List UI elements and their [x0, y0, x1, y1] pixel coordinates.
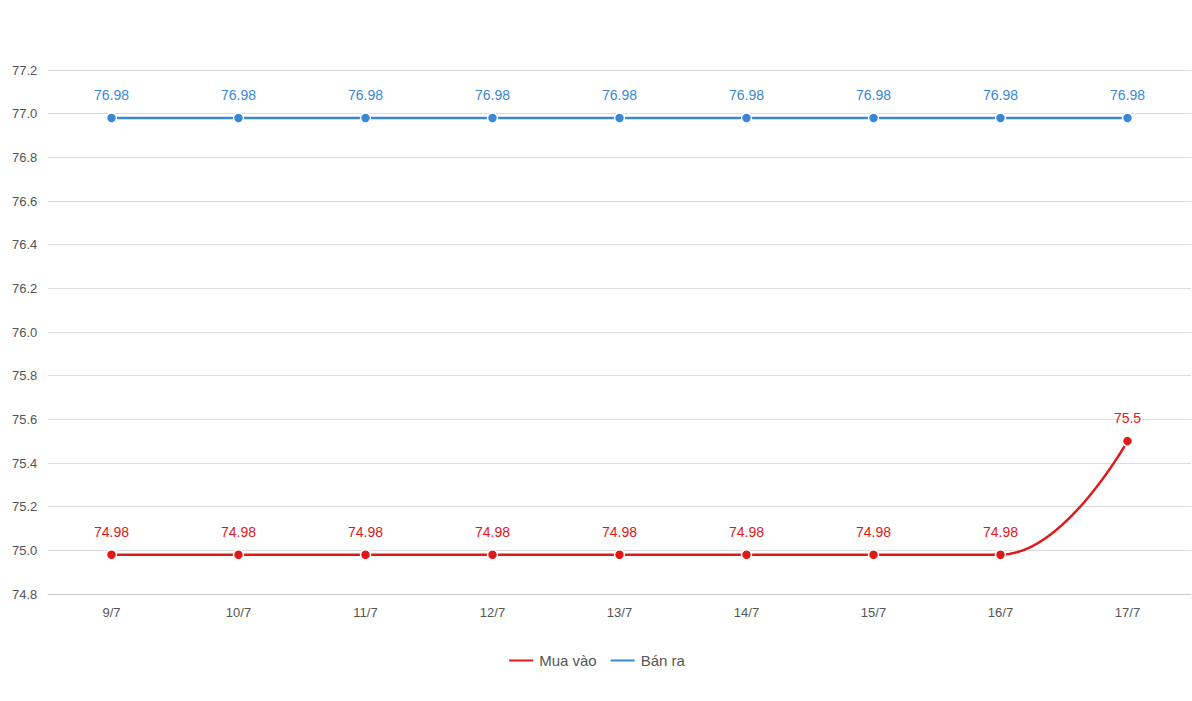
svg-text:Mua vào: Mua vào — [539, 652, 597, 669]
svg-text:74.98: 74.98 — [221, 524, 256, 540]
svg-text:75.6: 75.6 — [12, 412, 37, 427]
svg-text:16/7: 16/7 — [988, 605, 1013, 620]
svg-text:76.98: 76.98 — [1110, 87, 1145, 103]
svg-text:76.8: 76.8 — [12, 150, 37, 165]
svg-text:74.98: 74.98 — [856, 524, 891, 540]
svg-text:75.5: 75.5 — [1114, 410, 1141, 426]
svg-text:74.98: 74.98 — [729, 524, 764, 540]
svg-text:74.98: 74.98 — [348, 524, 383, 540]
svg-text:76.98: 76.98 — [475, 87, 510, 103]
svg-text:74.98: 74.98 — [475, 524, 510, 540]
svg-text:74.98: 74.98 — [983, 524, 1018, 540]
svg-text:76.98: 76.98 — [856, 87, 891, 103]
svg-text:75.4: 75.4 — [12, 456, 37, 471]
svg-text:76.4: 76.4 — [12, 237, 37, 252]
svg-text:77.0: 77.0 — [12, 106, 37, 121]
svg-text:74.8: 74.8 — [12, 587, 37, 602]
svg-text:76.6: 76.6 — [12, 194, 37, 209]
svg-text:76.98: 76.98 — [94, 87, 129, 103]
svg-text:75.2: 75.2 — [12, 499, 37, 514]
svg-text:75.0: 75.0 — [12, 543, 37, 558]
svg-text:12/7: 12/7 — [480, 605, 505, 620]
svg-text:74.98: 74.98 — [94, 524, 129, 540]
svg-text:14/7: 14/7 — [734, 605, 759, 620]
svg-text:77.2: 77.2 — [12, 63, 37, 78]
svg-text:10/7: 10/7 — [226, 605, 251, 620]
svg-text:74.98: 74.98 — [602, 524, 637, 540]
svg-text:15/7: 15/7 — [861, 605, 886, 620]
svg-text:76.98: 76.98 — [602, 87, 637, 103]
svg-text:76.98: 76.98 — [348, 87, 383, 103]
svg-text:11/7: 11/7 — [353, 605, 377, 620]
svg-text:76.98: 76.98 — [221, 87, 256, 103]
svg-text:76.98: 76.98 — [729, 87, 764, 103]
svg-text:13/7: 13/7 — [607, 605, 632, 620]
svg-text:76.0: 76.0 — [12, 325, 37, 340]
svg-text:75.8: 75.8 — [12, 368, 37, 383]
svg-text:9/7: 9/7 — [102, 605, 120, 620]
svg-text:Bán ra: Bán ra — [641, 652, 686, 669]
svg-text:17/7: 17/7 — [1115, 605, 1140, 620]
svg-text:76.98: 76.98 — [983, 87, 1018, 103]
svg-text:76.2: 76.2 — [12, 281, 37, 296]
